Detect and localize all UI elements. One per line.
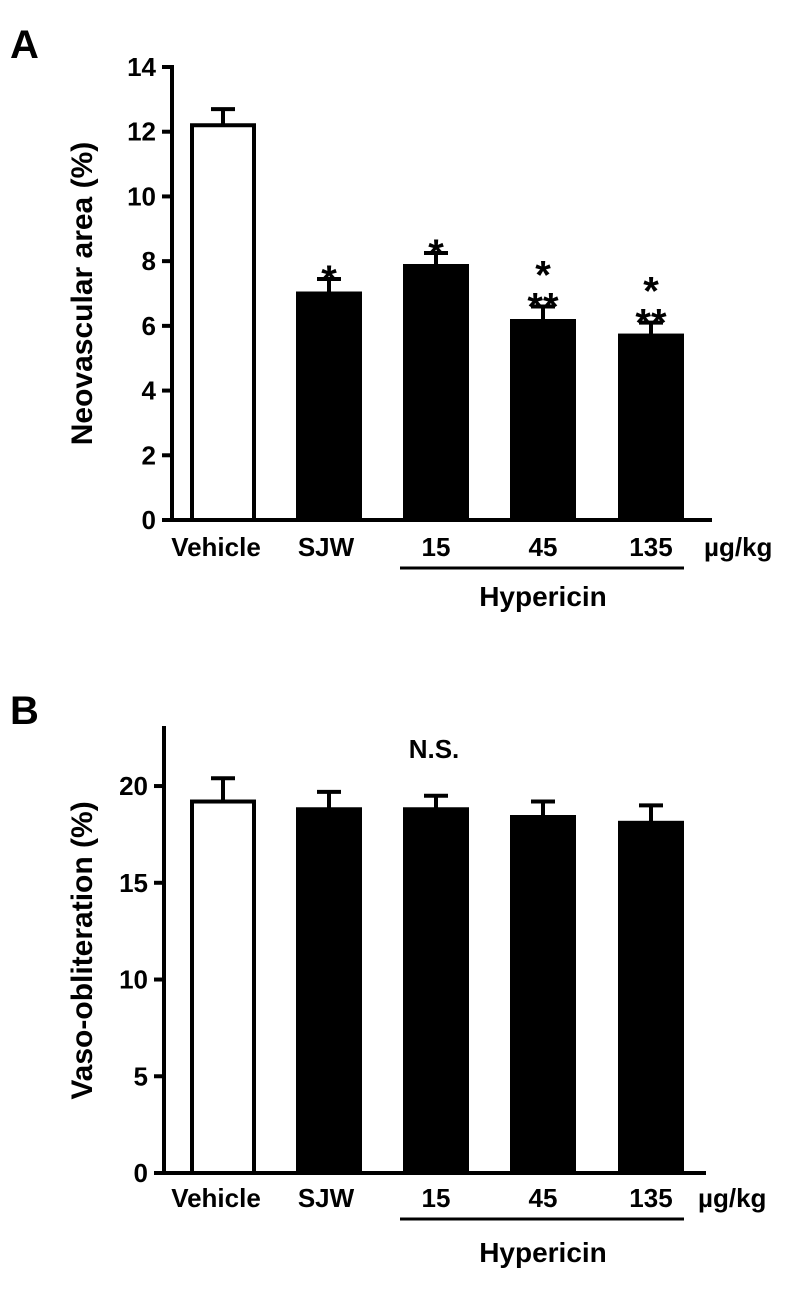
y-tick-label: 6 bbox=[142, 311, 156, 341]
bar-135 bbox=[618, 820, 684, 1175]
significance-marker: * bbox=[535, 253, 551, 297]
group-label: Hypericin bbox=[479, 581, 607, 612]
y-tick-label: 10 bbox=[127, 181, 156, 211]
panel-label: A bbox=[10, 23, 39, 67]
y-tick-label: 15 bbox=[119, 868, 148, 898]
x-category-label: 135 bbox=[629, 1183, 672, 1213]
y-tick-label: 0 bbox=[142, 505, 156, 535]
bar-45 bbox=[510, 319, 576, 522]
y-tick-label: 14 bbox=[127, 52, 156, 82]
y-tick-label: 4 bbox=[142, 376, 157, 406]
significance-marker: ** bbox=[635, 302, 667, 346]
y-tick-label: 2 bbox=[142, 440, 156, 470]
x-category-label: Vehicle bbox=[171, 1183, 261, 1213]
unit-label: µg/kg bbox=[698, 1183, 766, 1213]
bar-135 bbox=[618, 333, 684, 523]
x-category-label: 15 bbox=[422, 1183, 451, 1213]
significance-marker: * bbox=[643, 270, 659, 314]
x-category-label: 135 bbox=[629, 532, 672, 562]
x-category-label: Vehicle bbox=[171, 532, 261, 562]
bar-15 bbox=[403, 807, 469, 1175]
y-tick-label: 20 bbox=[119, 771, 148, 801]
group-label: Hypericin bbox=[479, 1237, 607, 1268]
x-category-label: 45 bbox=[529, 532, 558, 562]
y-tick-label: 0 bbox=[134, 1158, 148, 1188]
significance-marker: * bbox=[321, 258, 337, 302]
bar-vehicle bbox=[190, 123, 256, 522]
chart-panel-a: A Neovascular area (%) 0 2 4 6 8 10 12 14 Vehicle *… bbox=[10, 23, 772, 612]
chart-panel-b: B Vaso-obliteration (%) 0 5 10 15 20 Vehicle SJW… bbox=[10, 689, 766, 1268]
significance-marker: * bbox=[428, 232, 444, 276]
y-axis-label: Vaso-obliteration (%) bbox=[66, 801, 99, 1099]
panel-label: B bbox=[10, 689, 39, 733]
y-axis-label: Neovascular area (%) bbox=[66, 142, 99, 446]
unit-label: µg/kg bbox=[704, 532, 772, 562]
bar-sjw bbox=[296, 807, 362, 1175]
y-tick-label: 8 bbox=[142, 246, 156, 276]
x-category-label: 15 bbox=[422, 532, 451, 562]
x-category-label: SJW bbox=[298, 1183, 355, 1213]
bar-sjw bbox=[296, 291, 362, 522]
annotation-text: N.S. bbox=[409, 734, 460, 764]
y-tick-label: 5 bbox=[134, 1061, 148, 1091]
x-category-label: SJW bbox=[298, 532, 355, 562]
bar-vehicle bbox=[190, 799, 256, 1175]
significance-marker: ** bbox=[527, 285, 559, 329]
bar-15 bbox=[403, 263, 469, 522]
y-tick-label: 12 bbox=[127, 117, 156, 147]
x-category-label: 45 bbox=[529, 1183, 558, 1213]
y-tick-label: 10 bbox=[119, 965, 148, 995]
bar-45 bbox=[510, 815, 576, 1175]
